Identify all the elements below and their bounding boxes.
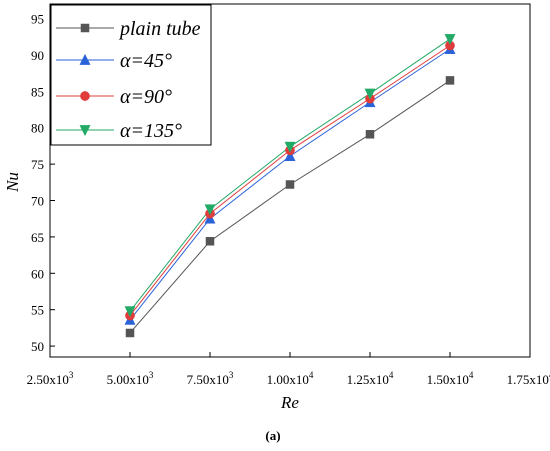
y-tick-label: 80 bbox=[31, 121, 44, 136]
data-point bbox=[284, 141, 296, 153]
x-tick-label: 1.50x104 bbox=[427, 370, 474, 387]
y-tick-label: 60 bbox=[31, 266, 44, 281]
legend-label: plain tube bbox=[118, 18, 201, 40]
data-point bbox=[80, 91, 90, 101]
data-point bbox=[124, 306, 136, 318]
y-tick-label: 55 bbox=[31, 303, 44, 318]
data-point bbox=[79, 125, 91, 137]
y-tick-label: 65 bbox=[31, 230, 44, 245]
figure-caption: (a) bbox=[265, 428, 280, 443]
data-point bbox=[285, 180, 295, 189]
y-axis-title: Nu bbox=[3, 172, 22, 193]
x-tick-label: 1.00x104 bbox=[267, 370, 314, 387]
x-tick-label: 1.75x104 bbox=[507, 370, 550, 387]
x-axis-title: Re bbox=[280, 393, 299, 412]
y-tick-label: 95 bbox=[31, 12, 44, 27]
y-tick-label: 50 bbox=[31, 339, 44, 354]
series-markers bbox=[124, 34, 456, 338]
y-tick-label: 75 bbox=[31, 157, 44, 172]
x-tick-label: 5.00x103 bbox=[107, 370, 154, 387]
x-tick-label: 1.25x104 bbox=[347, 370, 394, 387]
data-point bbox=[80, 23, 90, 33]
legend: plain tube α=45° α=90° α=135° bbox=[50, 4, 212, 146]
data-point bbox=[364, 88, 376, 100]
data-point bbox=[205, 237, 215, 246]
data-point bbox=[204, 204, 216, 216]
data-point bbox=[365, 130, 375, 139]
legend-label: α=90° bbox=[120, 86, 172, 108]
y-tick-label: 70 bbox=[31, 194, 44, 209]
data-point bbox=[445, 76, 455, 85]
legend-label: α=45° bbox=[120, 50, 172, 72]
y-tick-label: 85 bbox=[31, 84, 44, 99]
legend-label: α=135° bbox=[120, 120, 182, 142]
data-point bbox=[284, 149, 296, 161]
y-tick-label: 90 bbox=[31, 48, 44, 63]
axis-ticks: 2.50x103 5.00x103 7.50x103 1.00x104 1.25x104… bbox=[27, 12, 550, 387]
data-point bbox=[79, 53, 91, 65]
data-point bbox=[125, 328, 135, 338]
x-tick-label: 2.50x103 bbox=[27, 370, 74, 387]
data-point bbox=[444, 34, 456, 46]
x-tick-label: 7.50x103 bbox=[187, 370, 234, 387]
